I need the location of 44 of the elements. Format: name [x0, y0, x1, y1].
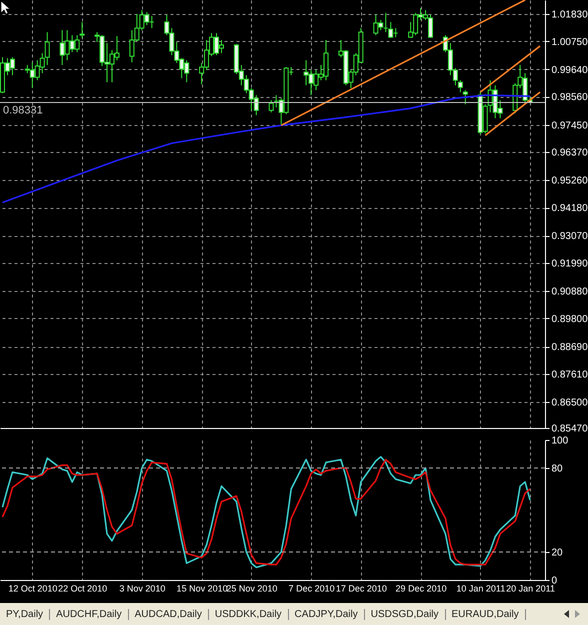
y-tick-label: 0.99640: [552, 64, 588, 76]
candlestick: [388, 22, 394, 38]
y-tick-label: 0.98560: [552, 92, 588, 104]
candlestick: [80, 22, 85, 38]
y-tick-label: 80: [552, 464, 564, 474]
y-tick-label: 0.85470: [552, 424, 588, 434]
text: USDSGD,Daily: [364, 608, 446, 620]
y-tick-label: 0.90880: [552, 286, 588, 298]
x-tick-label: 17 Dec 2010: [336, 584, 387, 594]
candlestick: [44, 32, 50, 66]
x-tick-label: 3 Nov 2010: [119, 584, 166, 594]
x-tick-label: 22 Oct 2010: [58, 584, 108, 594]
y-tick-label: 0.95260: [552, 176, 588, 187]
y-tick-label: 100: [552, 436, 569, 446]
y-tick-label: 0.89800: [552, 314, 588, 325]
candlestick: [458, 80, 463, 93]
y-tick-label: 1.00750: [552, 36, 588, 48]
text: AUDCAD,Daily: [128, 608, 209, 620]
x-tick-label: 7 Dec 2010: [288, 584, 335, 594]
x-tick-label: 25 Nov 2010: [226, 584, 278, 594]
x-tick-label: 12 Oct 2010: [8, 584, 58, 594]
text: USDDKK,Daily: [208, 608, 289, 620]
y-tick-label: 0.87610: [552, 369, 588, 380]
y-tick-label: 0.91990: [552, 258, 588, 270]
ref-line-label: 0.98331: [3, 104, 43, 116]
text: EURAUD,Daily: [446, 608, 526, 620]
candlestick: [462, 90, 468, 105]
text: CADJPY,Daily: [288, 608, 365, 620]
x-tick-label: 29 Dec 2010: [396, 584, 447, 594]
line-series: [2, 94, 531, 204]
y-tick-label: 20: [552, 548, 564, 558]
y-tick-label: 0.94180: [552, 203, 588, 214]
y-tick-label: 0.93070: [552, 231, 588, 242]
y-tick-label: 0: [552, 576, 558, 586]
text: PY,Daily: [0, 608, 50, 620]
x-tick-label: 15 Nov 2010: [176, 584, 228, 594]
y-tick-label: 0.86500: [552, 397, 588, 408]
y-tick-label: 0.97450: [552, 120, 588, 132]
y-tick-label: 1.01830: [552, 9, 588, 20]
x-tick-label: 20 Jan 2011: [506, 584, 556, 594]
y-tick-label: 0.88690: [552, 342, 588, 353]
x-tick-label: 10 Jan 2011: [456, 584, 506, 594]
y-tick-label: 0.96370: [552, 148, 588, 159]
text: AUDCHF,Daily: [50, 608, 129, 620]
